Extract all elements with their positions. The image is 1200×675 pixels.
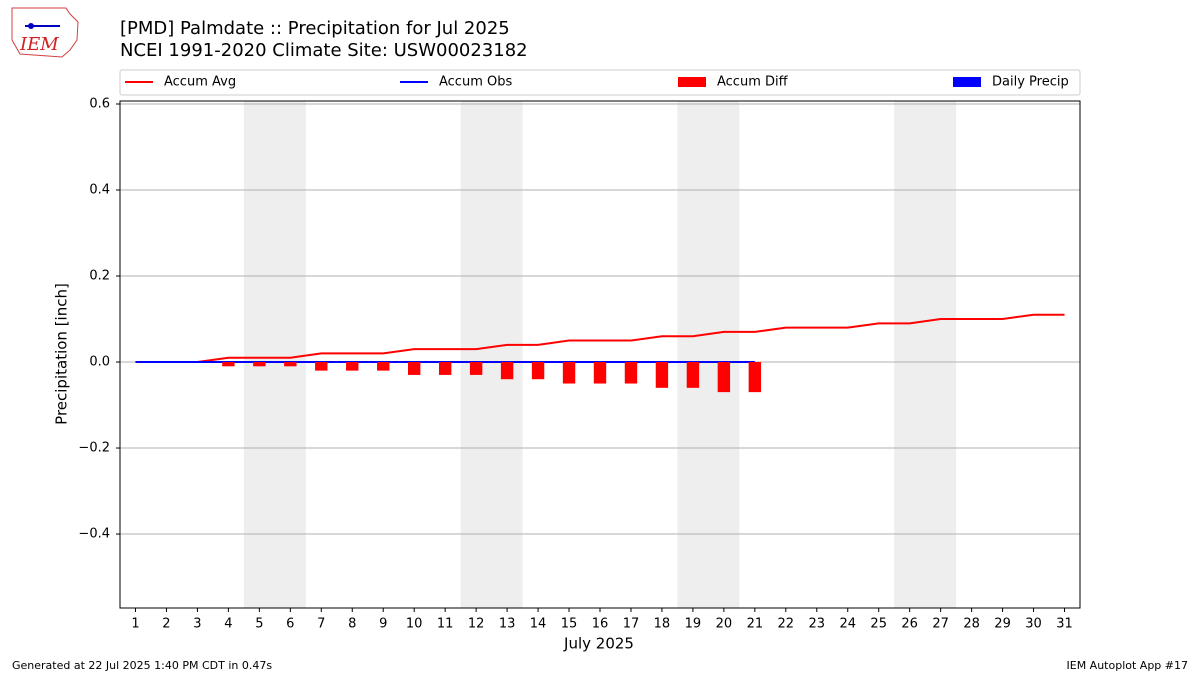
x-tick-label: 23 bbox=[809, 617, 826, 632]
legend-label: Daily Precip bbox=[992, 75, 1069, 90]
x-tick-label: 22 bbox=[778, 617, 795, 632]
legend-swatch bbox=[678, 77, 706, 87]
y-tick-label: −0.2 bbox=[78, 441, 110, 456]
x-tick-label: 20 bbox=[716, 617, 733, 632]
x-tick-label: 29 bbox=[994, 617, 1011, 632]
x-tick-label: 27 bbox=[932, 617, 949, 632]
bar bbox=[284, 362, 297, 367]
x-tick-label: 11 bbox=[437, 617, 454, 632]
x-tick-label: 6 bbox=[286, 617, 294, 632]
x-tick-label: 2 bbox=[162, 617, 170, 632]
bar bbox=[315, 362, 328, 371]
y-tick-label: 0.6 bbox=[89, 97, 110, 112]
bar bbox=[253, 362, 266, 367]
bar bbox=[717, 362, 731, 393]
bar bbox=[222, 362, 235, 367]
bar bbox=[469, 362, 483, 375]
bar bbox=[438, 362, 452, 375]
chart-subtitle: NCEI 1991-2020 Climate Site: USW00023182 bbox=[120, 40, 528, 61]
bar bbox=[377, 362, 390, 371]
x-tick-label: 30 bbox=[1025, 617, 1042, 632]
bar bbox=[500, 362, 514, 380]
x-tick-label: 9 bbox=[379, 617, 387, 632]
bar bbox=[686, 362, 700, 388]
x-tick-label: 19 bbox=[685, 617, 702, 632]
logo-text: IEM bbox=[19, 34, 59, 55]
x-axis-label: July 2025 bbox=[563, 635, 634, 653]
bar bbox=[562, 362, 576, 384]
bar bbox=[593, 362, 607, 384]
bar bbox=[655, 362, 669, 388]
x-tick-label: 8 bbox=[348, 617, 356, 632]
bar bbox=[408, 362, 421, 375]
y-tick-label: 0.4 bbox=[89, 183, 110, 198]
x-tick-label: 31 bbox=[1056, 617, 1073, 632]
weekend-shade bbox=[894, 101, 957, 608]
line bbox=[135, 313, 1065, 364]
footer-right: IEM Autoplot App #17 bbox=[1067, 659, 1189, 672]
logo: IEM bbox=[11, 7, 79, 58]
weekend-shade bbox=[677, 101, 740, 608]
legend-box bbox=[119, 69, 1081, 96]
weekend-shade bbox=[460, 101, 523, 608]
x-tick-label: 1 bbox=[131, 617, 139, 632]
x-tick-label: 10 bbox=[406, 617, 423, 632]
bar bbox=[748, 362, 762, 393]
x-tick-label: 15 bbox=[561, 617, 578, 632]
x-tick-label: 14 bbox=[530, 617, 547, 632]
footer-left: Generated at 22 Jul 2025 1:40 PM CDT in … bbox=[12, 659, 272, 672]
logo-dot bbox=[28, 23, 34, 29]
x-tick-label: 12 bbox=[468, 617, 485, 632]
legend-swatch bbox=[953, 77, 981, 87]
x-tick-label: 5 bbox=[255, 617, 263, 632]
logo-outline bbox=[11, 7, 79, 58]
legend-label: Accum Obs bbox=[439, 75, 512, 90]
x-tick-label: 16 bbox=[592, 617, 609, 632]
x-tick-label: 28 bbox=[963, 617, 980, 632]
x-tick-label: 4 bbox=[224, 617, 232, 632]
x-tick-label: 21 bbox=[747, 617, 764, 632]
x-tick-label: 25 bbox=[870, 617, 887, 632]
x-tick-label: 24 bbox=[839, 617, 856, 632]
y-tick-label: 0.2 bbox=[89, 269, 110, 284]
x-tick-label: 7 bbox=[317, 617, 325, 632]
x-tick-label: 17 bbox=[623, 617, 640, 632]
bar bbox=[624, 362, 638, 384]
legend-label: Accum Avg bbox=[164, 75, 236, 90]
y-tick-label: −0.4 bbox=[78, 527, 110, 542]
bar bbox=[346, 362, 359, 371]
legend-label: Accum Diff bbox=[717, 75, 789, 90]
x-tick-label: 18 bbox=[654, 617, 671, 632]
chart-title: [PMD] Palmdate :: Precipitation for Jul … bbox=[120, 18, 510, 39]
x-tick-label: 3 bbox=[193, 617, 201, 632]
y-axis-label: Precipitation [inch] bbox=[53, 283, 71, 425]
x-tick-label: 13 bbox=[499, 617, 516, 632]
y-tick-label: 0.0 bbox=[89, 355, 110, 370]
x-tick-label: 26 bbox=[901, 617, 918, 632]
weekend-shade bbox=[243, 101, 306, 608]
bar bbox=[531, 362, 545, 380]
